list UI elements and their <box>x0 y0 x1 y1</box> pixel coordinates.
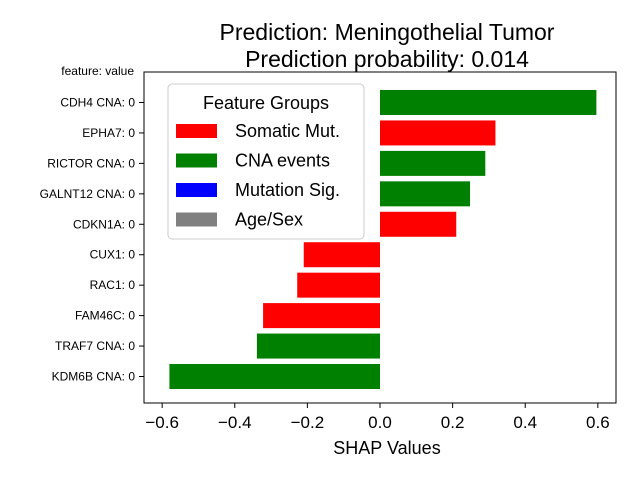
legend-swatch <box>176 183 217 197</box>
x-tick-label: −0.6 <box>145 413 179 432</box>
chart-title: Prediction: Meningothelial Tumor <box>220 19 555 45</box>
legend-swatch <box>176 124 217 138</box>
x-tick-label: 0.2 <box>441 413 465 432</box>
y-ticks-group: CDH4 CNA: 0 EPHA7: 0 RICTOR CNA: 0 GALNT12 … <box>40 96 144 384</box>
legend-label: Somatic Mut. <box>235 121 340 141</box>
y-tick-label: EPHA7: 0 <box>82 126 135 140</box>
bar <box>256 333 380 359</box>
bar <box>297 272 380 298</box>
x-axis-label: SHAP Values <box>333 438 440 458</box>
bars-group <box>169 90 597 389</box>
plot-frame <box>143 71 617 404</box>
y-tick-label: TRAF7 CNA: 0 <box>55 339 135 353</box>
bar <box>263 303 380 329</box>
bar <box>380 90 597 115</box>
y-tick-label: FAM46C: 0 <box>75 309 135 323</box>
y-tick-label: CDKN1A: 0 <box>73 217 135 231</box>
legend-swatch <box>176 212 217 227</box>
bar <box>380 150 486 176</box>
legend-frame <box>167 83 365 240</box>
y-tick-label: GALNT12 CNA: 0 <box>40 187 136 201</box>
y-tick-label: KDM6B CNA: 0 <box>52 370 136 384</box>
y-tick-label: RICTOR CNA: 0 <box>47 156 135 170</box>
bar <box>380 211 457 237</box>
chart-subtitle: Prediction probability: 0.014 <box>245 46 529 72</box>
legend: Feature Groups Somatic Mut. CNA events Mut… <box>167 83 365 240</box>
y-tick-label: CUX1: 0 <box>90 248 136 262</box>
legend-label: CNA events <box>235 151 330 171</box>
legend-swatch <box>176 153 217 168</box>
y-tick-label: RAC1: 0 <box>90 278 136 292</box>
bar <box>380 181 471 207</box>
y-axis-header: feature: value <box>61 64 134 78</box>
bar <box>380 120 496 146</box>
x-tick-label: −0.2 <box>291 413 325 432</box>
legend-title: Feature Groups <box>203 93 329 113</box>
bar <box>169 364 380 389</box>
bar <box>303 242 380 268</box>
legend-label: Mutation Sig. <box>235 180 340 200</box>
y-tick-label: CDH4 CNA: 0 <box>60 96 135 110</box>
x-tick-label: 0.0 <box>368 413 392 432</box>
x-tick-label: 0.6 <box>586 413 610 432</box>
x-ticks-group: −0.6 −0.4 −0.2 0.0 0.2 0.4 0.6 <box>145 403 610 432</box>
legend-label: Age/Sex <box>235 210 303 230</box>
x-tick-label: 0.4 <box>513 413 537 432</box>
x-tick-label: −0.4 <box>218 413 252 432</box>
